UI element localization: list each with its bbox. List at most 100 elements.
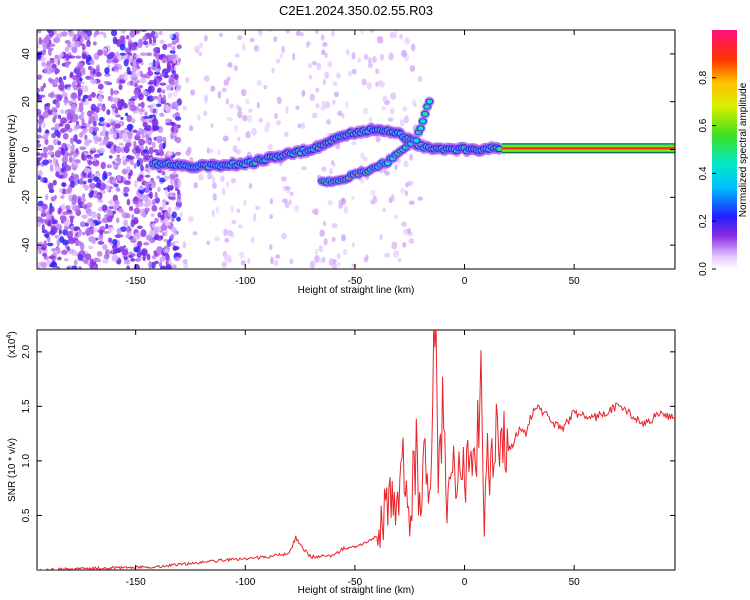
spectrogram-x-tick-label: -100 (235, 276, 255, 287)
noise-blob (52, 252, 58, 257)
noise-speck (408, 200, 415, 205)
noise-speck (331, 223, 338, 229)
noise-speck (360, 177, 365, 185)
noise-blob (121, 248, 129, 256)
noise-blob (143, 149, 147, 153)
noise-blob (153, 47, 160, 54)
noise-blob (72, 230, 78, 235)
noise-blob (117, 54, 122, 62)
noise-blob (60, 194, 65, 199)
noise-blob (129, 159, 134, 166)
noise-blob (130, 238, 137, 244)
noise-blob (136, 240, 143, 248)
noise-blob (109, 227, 115, 231)
noise-blob (81, 81, 85, 85)
noise-speck (242, 114, 248, 122)
noise-blob (130, 219, 135, 228)
noise-blob (135, 258, 141, 262)
noise-blob (84, 253, 91, 259)
noise-speck (275, 58, 280, 64)
noise-speck (388, 52, 394, 61)
noise-speck (276, 96, 282, 105)
noise-blob (171, 101, 176, 109)
noise-blob (124, 47, 132, 54)
noise-speck (370, 189, 376, 196)
ridge-core (413, 138, 420, 143)
noise-speck (393, 30, 398, 39)
noise-blob (161, 170, 166, 176)
noise-blob (97, 94, 104, 103)
noise-blob (114, 107, 119, 114)
noise-speck (162, 248, 169, 254)
noise-blob (155, 59, 160, 66)
noise-blob (79, 221, 86, 228)
noise-blob (88, 97, 92, 102)
noise-blob (103, 33, 107, 39)
noise-blob (43, 67, 48, 74)
noise-blob (75, 139, 82, 145)
noise-blob (159, 112, 165, 117)
noise-speck (401, 49, 407, 58)
noise-blob (127, 155, 135, 160)
noise-blob (72, 206, 77, 211)
noise-blob (136, 225, 143, 230)
noise-blob (112, 36, 118, 45)
noise-blob (91, 78, 97, 85)
noise-blob (40, 176, 44, 183)
noise-speck (275, 254, 281, 259)
noise-speck (322, 220, 327, 227)
noise-blob (43, 177, 48, 184)
snr-scale-note: (x104) (6, 331, 18, 358)
noise-blob (156, 246, 162, 255)
noise-speck (403, 115, 409, 124)
noise-blob (123, 145, 130, 154)
noise-speck (218, 32, 223, 37)
noise-speck (248, 183, 253, 190)
noise-speck (328, 258, 335, 267)
spectrogram-x-tick-label: 0 (462, 276, 468, 287)
noise-blob (159, 256, 163, 262)
noise-blob (89, 258, 94, 265)
noise-blob (136, 251, 142, 258)
noise-blob (174, 126, 179, 134)
noise-blob (54, 165, 59, 173)
noise-speck (258, 117, 264, 123)
noise-speck (391, 196, 396, 202)
noise-speck (263, 84, 268, 90)
noise-blob (97, 49, 104, 56)
noise-blob (106, 109, 111, 116)
noise-speck (284, 201, 290, 209)
noise-blob (170, 242, 175, 247)
noise-blob (133, 263, 140, 269)
noise-blob (150, 213, 155, 217)
noise-blob (68, 237, 76, 245)
noise-blob (152, 254, 157, 260)
noise-blob (55, 223, 62, 231)
noise-blob (67, 87, 71, 91)
noise-blob (119, 226, 127, 232)
noise-blob (55, 100, 60, 109)
noise-blob (157, 135, 163, 139)
noise-blob (123, 102, 128, 109)
noise-speck (332, 81, 338, 86)
noise-blob (71, 197, 77, 206)
noise-blob (48, 92, 55, 98)
snr-series-line (37, 330, 675, 570)
noise-blob (81, 112, 85, 116)
noise-speck (161, 201, 167, 209)
noise-speck (285, 106, 289, 114)
noise-speck (233, 65, 238, 72)
noise-blob (92, 68, 96, 75)
noise-speck (225, 98, 229, 105)
noise-blob (95, 71, 102, 77)
noise-speck (394, 164, 398, 170)
noise-blob (145, 52, 153, 57)
noise-blob (137, 103, 142, 107)
noise-blob (92, 126, 100, 132)
noise-blob (43, 152, 48, 159)
noise-blob (169, 50, 176, 54)
snr-y-tick-label: 1.0 (21, 454, 32, 468)
noise-blob (112, 163, 117, 170)
noise-blob (95, 172, 101, 177)
noise-blob (123, 129, 130, 133)
